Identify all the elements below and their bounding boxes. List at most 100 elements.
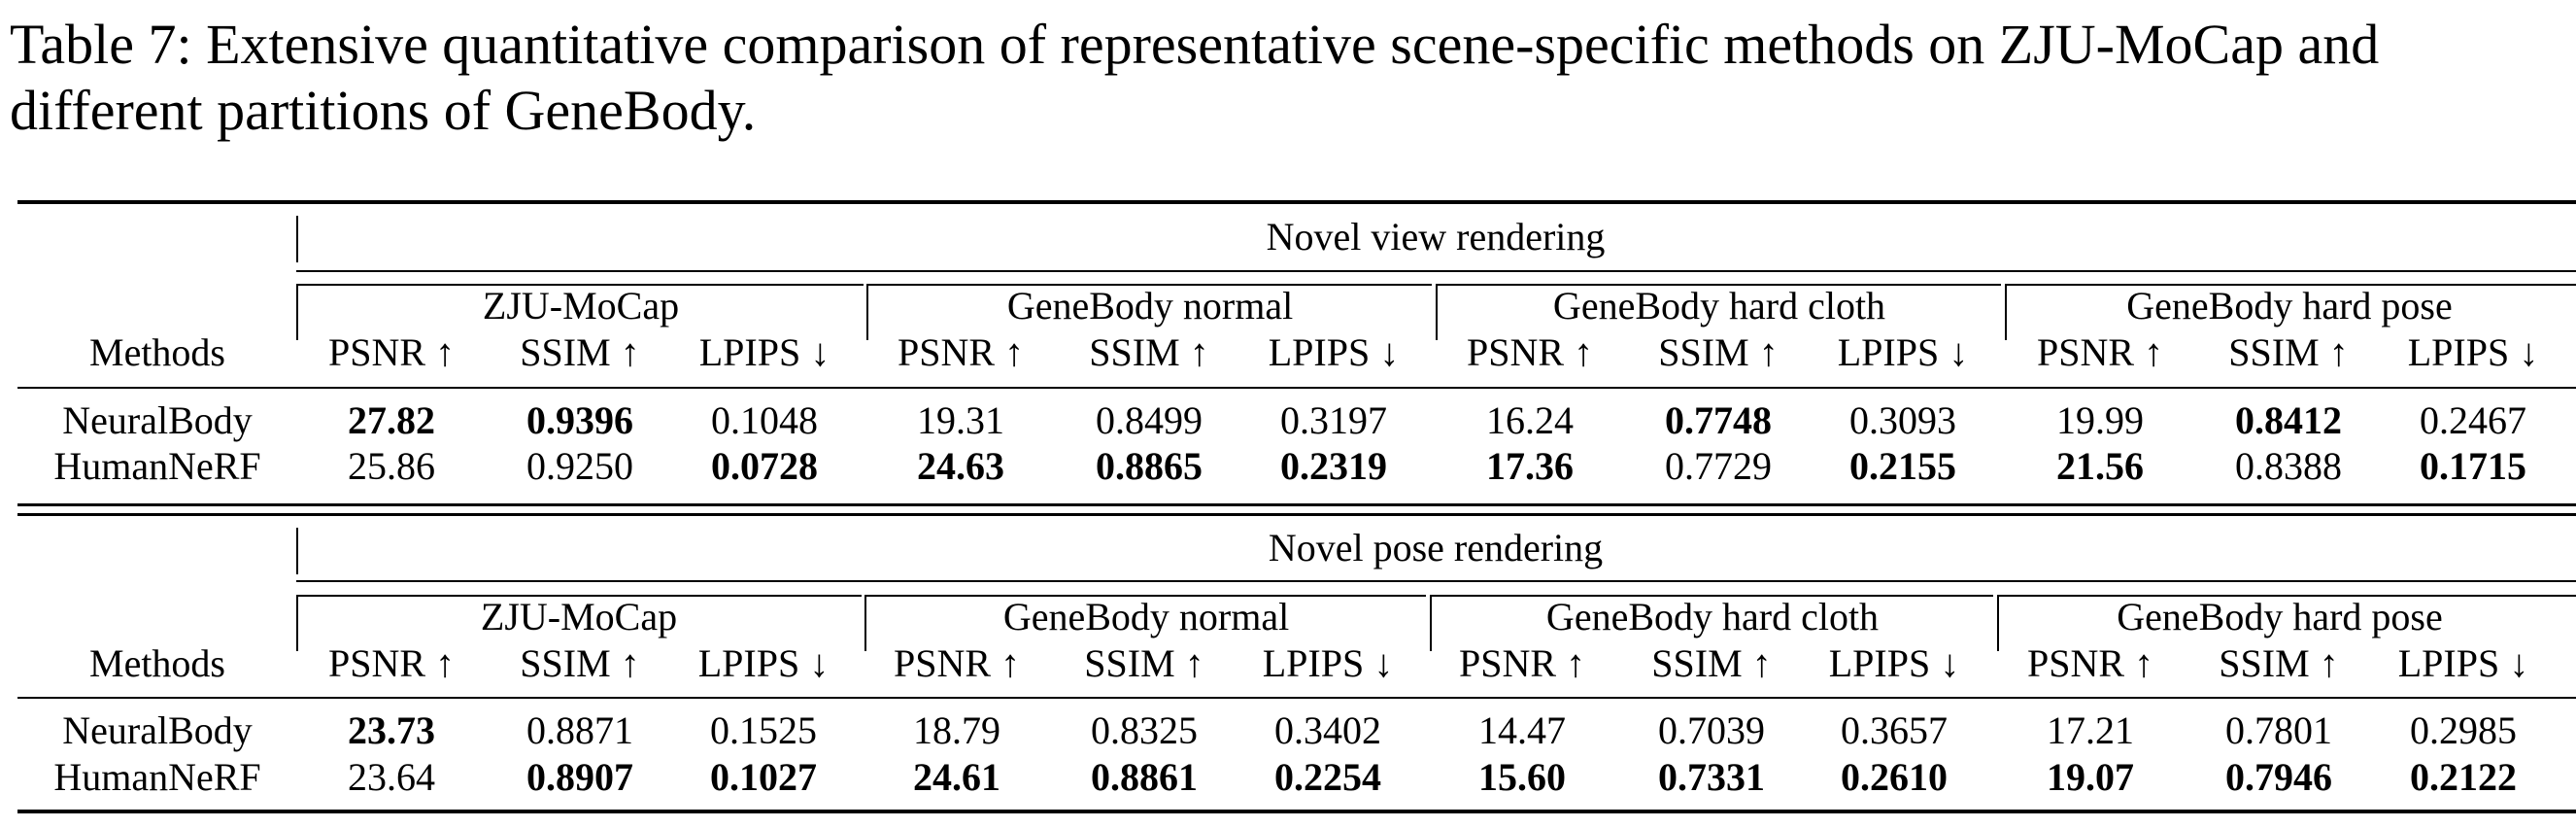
- table-cell: 0.1027: [710, 755, 817, 799]
- table-cell: 16.24: [1486, 398, 1574, 442]
- table-cell: 24.63: [917, 444, 1004, 488]
- table-cell: 23.64: [348, 755, 435, 799]
- dataset-group-rule: [1436, 284, 2001, 286]
- metric-header: PSNR ↑: [1466, 330, 1594, 374]
- metric-header: LPIPS ↓: [698, 330, 830, 374]
- metric-header: PSNR ↑: [327, 330, 456, 374]
- dataset-group-rule: [2005, 284, 2576, 286]
- table-cell: 0.8871: [526, 708, 633, 752]
- table-cell: 24.61: [913, 755, 1000, 799]
- method-name: HumanNeRF: [53, 755, 261, 799]
- table-cell: 25.86: [348, 444, 435, 488]
- dataset-group-rule: [2005, 284, 2007, 340]
- dataset-group-rule: [296, 284, 864, 286]
- table-cell: 0.8865: [1096, 444, 1203, 488]
- metric-header: LPIPS ↓: [1262, 641, 1394, 685]
- table-cell: 19.31: [917, 398, 1004, 442]
- dataset-header: GeneBody hard pose: [2117, 595, 2443, 638]
- section-title: Novel pose rendering: [1268, 526, 1604, 569]
- method-name: NeuralBody: [62, 398, 253, 442]
- table-cell: 0.2985: [2410, 708, 2517, 752]
- method-name: NeuralBody: [62, 708, 253, 752]
- table-cell: 19.99: [2056, 398, 2144, 442]
- methods-header: Methods: [89, 330, 225, 374]
- table-cell: 0.3093: [1849, 398, 1956, 442]
- dataset-group-rule: [1997, 595, 1999, 651]
- dataset-header: GeneBody hard cloth: [1552, 284, 1886, 328]
- table-cell: 0.2254: [1274, 755, 1381, 799]
- method-name: HumanNeRF: [53, 444, 261, 488]
- section-divider-rule-a: [17, 503, 2576, 506]
- table-cell: 0.8412: [2235, 398, 2342, 442]
- table-cell: 27.82: [348, 398, 435, 442]
- methods-vertical-rule-2: [296, 528, 298, 574]
- table-cell: 18.79: [913, 708, 1000, 752]
- table-cell: 0.2122: [2410, 755, 2517, 799]
- table-cell: 17.36: [1486, 444, 1574, 488]
- table-cell: 21.56: [2056, 444, 2144, 488]
- dataset-group-rule: [296, 595, 298, 651]
- header-bottom-rule-2: [17, 697, 2576, 699]
- table-cell: 17.21: [2047, 708, 2134, 752]
- dataset-header: GeneBody hard cloth: [1545, 595, 1880, 638]
- dataset-group-rule: [866, 284, 868, 340]
- table-cell: 0.9250: [526, 444, 633, 488]
- table-cell: 0.2467: [2420, 398, 2526, 442]
- dataset-header: GeneBody normal: [1006, 284, 1294, 328]
- metric-header: SSIM ↑: [520, 641, 640, 685]
- section-title-rule-2: [296, 580, 2576, 582]
- metric-header: PSNR ↑: [893, 641, 1021, 685]
- metric-header: LPIPS ↓: [2407, 330, 2539, 374]
- table-cell: 0.7801: [2225, 708, 2332, 752]
- table-cell: 0.2610: [1841, 755, 1948, 799]
- table-caption: Table 7: Extensive quantitative comparis…: [10, 13, 2380, 142]
- dataset-header: GeneBody hard pose: [2126, 284, 2453, 328]
- table-cell: 0.3402: [1274, 708, 1381, 752]
- methods-vertical-rule-1: [296, 216, 298, 262]
- table-cell: 0.7039: [1658, 708, 1765, 752]
- section-title: Novel view rendering: [1266, 215, 1606, 259]
- dataset-group-rule: [1997, 595, 2576, 597]
- header-bottom-rule-1: [17, 387, 2576, 389]
- table-cell: 0.2155: [1849, 444, 1956, 488]
- metric-header: SSIM ↑: [1658, 330, 1779, 374]
- dataset-header: ZJU-MoCap: [480, 595, 678, 638]
- table-cell: 0.8907: [526, 755, 633, 799]
- table-cell: 0.8325: [1091, 708, 1198, 752]
- metric-header: SSIM ↑: [2219, 641, 2339, 685]
- metric-header: LPIPS ↓: [697, 641, 830, 685]
- dataset-header: GeneBody normal: [1002, 595, 1290, 638]
- metric-header: PSNR ↑: [2036, 330, 2164, 374]
- metric-header: PSNR ↑: [1458, 641, 1586, 685]
- metric-header: PSNR ↑: [2026, 641, 2154, 685]
- section-title-rule-1: [296, 270, 2576, 272]
- table-cell: 0.7331: [1658, 755, 1765, 799]
- table-cell: 0.1525: [710, 708, 817, 752]
- dataset-group-rule: [864, 595, 866, 651]
- table-cell: 0.8388: [2235, 444, 2342, 488]
- table-cell: 0.9396: [526, 398, 633, 442]
- metric-header: SSIM ↑: [1089, 330, 1209, 374]
- section-divider-rule-b: [17, 513, 2576, 516]
- dataset-group-rule: [866, 284, 1432, 286]
- metric-header: LPIPS ↓: [1837, 330, 1969, 374]
- metric-header: SSIM ↑: [1651, 641, 1772, 685]
- dataset-group-rule: [864, 595, 1426, 597]
- table-cell: 0.0728: [711, 444, 818, 488]
- table-cell: 0.8499: [1096, 398, 1203, 442]
- table-cell: 0.3657: [1841, 708, 1948, 752]
- dataset-group-rule: [1430, 595, 1432, 651]
- table-cell: 0.3197: [1280, 398, 1387, 442]
- dataset-group-rule: [1436, 284, 1438, 340]
- table-cell: 0.8861: [1091, 755, 1198, 799]
- table-cell: 14.47: [1478, 708, 1566, 752]
- metric-header: LPIPS ↓: [1828, 641, 1960, 685]
- top-rule: [17, 200, 2576, 204]
- metric-header: SSIM ↑: [520, 330, 640, 374]
- metric-header: PSNR ↑: [327, 641, 456, 685]
- table-cell: 0.7748: [1665, 398, 1772, 442]
- dataset-group-rule: [296, 595, 862, 597]
- table-cell: 0.1048: [711, 398, 818, 442]
- metric-header: SSIM ↑: [2228, 330, 2349, 374]
- metric-header: SSIM ↑: [1084, 641, 1204, 685]
